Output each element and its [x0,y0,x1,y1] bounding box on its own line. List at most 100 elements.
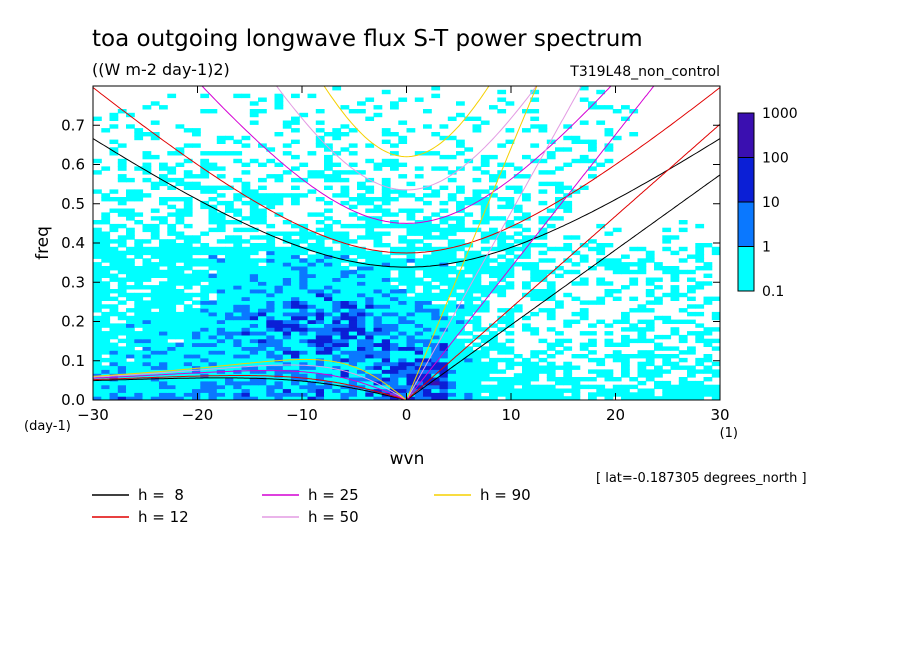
heat-cell [357,323,366,328]
heat-cell [670,269,680,275]
heat-cell [200,300,210,305]
heat-cell [192,250,201,256]
heat-cell [117,277,127,282]
heat-cell [472,277,482,282]
heat-cell [390,132,399,137]
heat-cell [282,170,292,175]
heat-cell [134,369,144,374]
gravity-wave-curve [93,87,720,254]
heat-cell [175,197,185,202]
heat-cell [299,304,309,309]
heat-cell [612,135,622,141]
heat-cell [398,289,408,294]
heat-cell [258,292,267,298]
heat-cell [225,220,234,225]
heat-cell [216,304,226,309]
heat-cell [604,373,614,378]
heat-cell [447,304,457,309]
heat-cell [241,308,251,313]
heat-cell [249,208,259,213]
heat-cell [546,342,556,347]
heat-cell [274,93,284,99]
heat-cell [299,346,309,351]
heat-cell [621,392,630,397]
heat-cell [390,292,399,298]
heat-cell [282,246,292,252]
heat-cell [629,354,639,359]
heat-cell [282,235,292,240]
heat-cell [225,296,234,301]
heat-cell [678,365,688,370]
heat-cell [282,392,292,397]
heat-cell [390,331,399,336]
heat-cell [266,266,276,271]
heat-cell [159,216,168,221]
heat-cell [571,135,581,141]
heat-cell [497,89,507,95]
heat-cell [381,139,391,144]
heat-cell [456,239,465,244]
heat-cell [621,105,630,110]
heat-cell [109,354,119,359]
heat-cell [291,193,300,198]
heat-cell [233,338,243,344]
heat-cell [324,396,333,400]
heat-cell [159,285,168,290]
heat-cell [175,231,185,236]
heat-cell [538,170,548,175]
heat-cell [299,273,309,278]
heat-cell [101,246,111,252]
heat-cell [687,285,696,290]
x-tick-label: −30 [77,406,109,424]
heat-cell [357,315,366,321]
heat-cell [101,365,111,370]
heat-cell [439,384,449,390]
heat-cell [703,300,713,305]
rossby-wave-curve [93,364,407,400]
heat-cell [348,239,358,244]
heat-cell [332,289,342,294]
heat-cell [150,331,160,336]
heat-cell [142,323,152,328]
heat-cell [101,285,111,290]
heat-cell [472,323,482,328]
heat-cell [340,277,350,282]
heat-cell [439,388,449,393]
heat-cell [357,266,366,271]
heat-cell [307,254,317,259]
heat-cell [447,396,457,400]
heat-cell [258,342,267,347]
heat-cell [439,208,449,213]
heat-cell [423,304,432,309]
heat-cell [604,354,614,359]
heat-cell [431,296,441,301]
heat-cell [546,292,556,298]
heat-cell [456,185,465,190]
heat-cell [604,132,614,137]
heat-cell [687,331,696,336]
heat-cell [274,177,284,183]
heat-cell [183,185,193,190]
heat-cell [200,350,210,355]
heat-cell [662,334,672,340]
heat-cell [200,285,210,290]
heat-cell [233,350,243,355]
heat-cell [670,327,680,332]
heat-cell [406,216,416,221]
heat-cell [109,289,119,294]
heat-cell [381,273,391,278]
heat-cell [695,246,705,252]
heat-cell [505,311,515,317]
heat-cell [93,262,102,267]
heat-cell [497,392,507,397]
heat-cell [200,185,210,190]
heat-cell [480,216,490,221]
heat-cell [373,315,383,321]
heat-cell [117,361,127,367]
heat-cell [183,346,193,351]
heat-cell [439,304,449,309]
heat-cell [167,327,177,332]
heat-cell [447,254,457,259]
heat-cell [183,384,193,390]
heat-cell [546,296,556,301]
